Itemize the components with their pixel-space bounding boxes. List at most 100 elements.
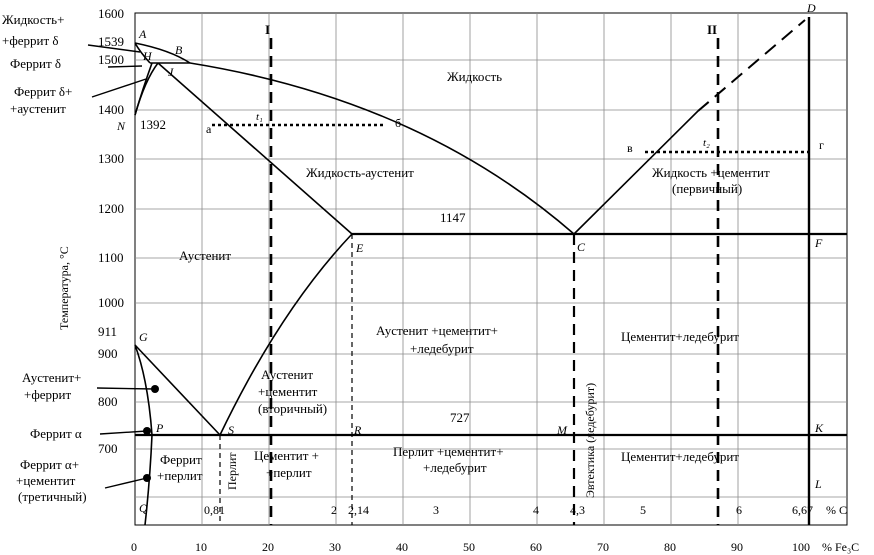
- region-pearlite-cementite-ledeburite-1: Перлит +цементит+: [393, 444, 504, 459]
- line-AB: [134, 42, 191, 64]
- construction-g: г: [819, 138, 824, 152]
- y-axis-title: Температура, °С: [57, 246, 71, 330]
- point-F: F: [814, 236, 823, 250]
- label-ferrite-austenite-2: +аустенит: [10, 101, 66, 116]
- y-tick-900: 900: [98, 346, 118, 361]
- y-tick-1200: 1200: [98, 201, 124, 216]
- line-GP: [134, 344, 153, 436]
- x-c-tick-0.81: 0,81: [204, 503, 225, 517]
- y-tick-800: 800: [98, 394, 118, 409]
- x-fe3c-tick-80: 80: [664, 540, 676, 554]
- point-L: L: [814, 477, 822, 491]
- label-liquid-ferrite-1: Жидкость+: [2, 12, 64, 27]
- region-austenite-secondary-cementite-3: (вторичный): [258, 401, 327, 416]
- line-ES: [219, 233, 353, 436]
- plot-frame: [134, 12, 848, 526]
- line-NJ: [134, 62, 159, 116]
- region-liquid-austenite: Жидкость-аустенит: [306, 165, 414, 180]
- region-liquid-cementite-2: (первичный): [672, 181, 742, 196]
- liquidus-CD-dashed: [697, 19, 806, 112]
- construction-a: а: [206, 122, 212, 136]
- x-c-tick-2.14: 2,14: [348, 503, 369, 517]
- region-liquid: Жидкость: [447, 69, 502, 84]
- section-label-I: I: [265, 22, 270, 37]
- construction-t2: t₂: [703, 137, 710, 149]
- point-J: J: [168, 65, 174, 79]
- construction-v: в: [627, 141, 633, 155]
- pointer-dots: [143, 385, 159, 482]
- point-P: P: [155, 421, 164, 435]
- x-fe3c-tick-70: 70: [597, 540, 609, 554]
- x-fe3c-tick-0: 0: [131, 540, 137, 554]
- point-D: D: [806, 1, 816, 15]
- label-ferrite-delta: Феррит δ: [10, 56, 61, 71]
- x-fe3c-tick-40: 40: [396, 540, 408, 554]
- region-austenite-secondary-cementite-2: +цементит: [258, 384, 318, 399]
- construction-t1: t₁: [256, 111, 263, 123]
- region-austenite-cementite-ledeburite-1: Аустенит +цементит+: [376, 323, 498, 338]
- x-fe3c-tick-50: 50: [463, 540, 475, 554]
- label-austenite-ferrite-2: +феррит: [24, 387, 71, 402]
- region-cementite-pearlite-2: +перлит: [266, 465, 312, 480]
- x-fe3c-tick-100: 100: [792, 540, 810, 554]
- y-tick-700: 700: [98, 441, 118, 456]
- region-liquid-cementite-1: Жидкость +цементит: [652, 165, 770, 180]
- phase-lines: [134, 17, 847, 526]
- line-AH: [134, 42, 151, 64]
- label-ferrite-cementite-2: +цементит: [16, 473, 76, 488]
- region-cementite-pearlite-1: Цементит +: [254, 448, 319, 463]
- region-ferrite-pearlite-2: +перлит: [157, 468, 203, 483]
- point-B: B: [175, 43, 183, 57]
- section-label-II: II: [707, 22, 717, 37]
- y-tick-1500: 1500: [98, 52, 124, 67]
- construction-lines: [212, 123, 809, 154]
- region-ferrite-pearlite-1: Феррит: [160, 452, 202, 467]
- temp-1539: 1539: [98, 34, 124, 49]
- solidus-JE: [157, 62, 353, 235]
- liquidus-CD-solid: [573, 110, 699, 235]
- x-fe3c-tick-10: 10: [195, 540, 207, 554]
- region-austenite-cementite-ledeburite-2: +ледебурит: [410, 341, 474, 356]
- construction-b: б: [395, 116, 401, 130]
- pointer-leaders: [87, 44, 156, 489]
- line-GS: [134, 344, 221, 436]
- y-tick-1000: 1000: [98, 295, 124, 310]
- x-c-tick-6.67: 6,67: [792, 503, 813, 517]
- point-S: S: [228, 423, 234, 437]
- point-A: A: [138, 27, 147, 41]
- y-tick-1100: 1100: [98, 250, 124, 265]
- point-M: M: [556, 423, 568, 437]
- x-c-tick-4: 4: [533, 503, 539, 517]
- label-ferrite-cementite-1: Феррит α+: [20, 457, 79, 472]
- temp-727: 727: [450, 410, 470, 425]
- label-ferrite-austenite-1: Феррит δ+: [14, 84, 72, 99]
- x-c-tick-4.3: 4,3: [570, 503, 585, 517]
- x-c-tick-3: 3: [433, 503, 439, 517]
- temp-1147: 1147: [440, 210, 466, 225]
- point-C: C: [577, 240, 586, 254]
- region-austenite-secondary-cementite-1: Аустенит: [261, 367, 313, 382]
- region-austenite: Аустенит: [179, 248, 231, 263]
- composition-lines: [219, 234, 353, 525]
- y-tick-1600: 1600: [98, 6, 124, 21]
- x-fe3c-tick-90: 90: [731, 540, 743, 554]
- point-R: R: [353, 423, 362, 437]
- point-N: N: [116, 119, 126, 133]
- point-G: G: [139, 330, 148, 344]
- y-tick-1300: 1300: [98, 151, 124, 166]
- temp-911: 911: [98, 324, 117, 339]
- x-fe3c-tick-30: 30: [329, 540, 341, 554]
- x-c-tick-2: 2: [331, 503, 337, 517]
- x-fe3c-tick-20: 20: [262, 540, 274, 554]
- label-liquid-ferrite-2: +феррит δ: [2, 33, 59, 48]
- region-eutectic-ledeburite: Эвтектика (ледебурит): [583, 383, 597, 498]
- region-pearlite-cementite-ledeburite-2: +ледебурит: [423, 460, 487, 475]
- temp-1392: 1392: [140, 117, 166, 132]
- x-fe3c-tick-60: 60: [530, 540, 542, 554]
- x-fe3c-unit: % Fe₃C: [822, 540, 859, 554]
- point-Q: Q: [139, 501, 148, 515]
- point-K: K: [814, 421, 824, 435]
- region-cementite-ledeburite-upper: Цементит+ледебурит: [621, 329, 739, 344]
- region-pearlite: Перлит: [225, 452, 239, 490]
